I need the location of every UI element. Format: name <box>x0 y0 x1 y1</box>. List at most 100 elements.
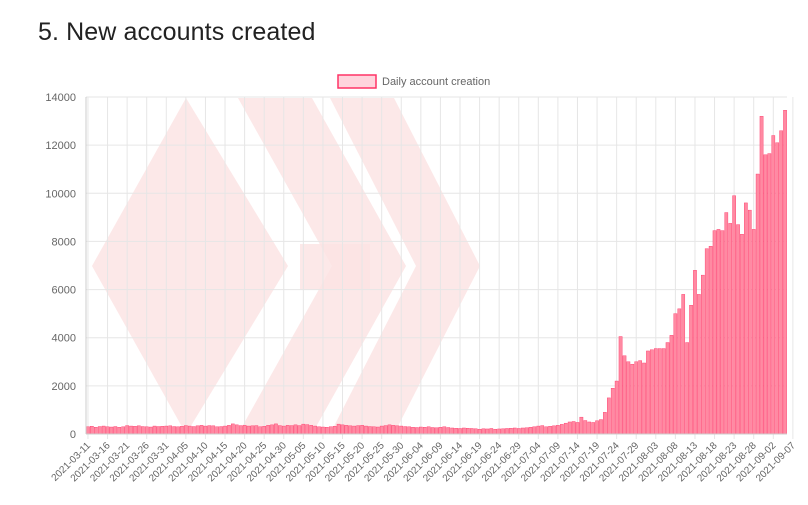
bar <box>211 425 216 435</box>
bar <box>497 428 501 435</box>
bar <box>270 424 274 435</box>
bar <box>238 425 243 435</box>
bar <box>708 246 713 435</box>
bar <box>681 294 686 435</box>
bar <box>458 428 462 435</box>
bar <box>195 425 200 435</box>
legend-swatch[interactable] <box>337 74 377 89</box>
bar <box>657 348 662 435</box>
bar <box>301 423 306 435</box>
bar <box>579 416 584 435</box>
bar <box>152 425 157 435</box>
bar <box>113 426 118 435</box>
bar <box>603 412 607 435</box>
bar <box>364 425 368 435</box>
bar <box>227 425 231 435</box>
bar <box>105 426 110 435</box>
bar <box>779 130 783 435</box>
bar <box>156 426 161 435</box>
bar <box>442 426 447 435</box>
bar <box>234 424 239 435</box>
bar <box>336 423 341 435</box>
bar <box>732 195 736 435</box>
bar <box>634 361 639 435</box>
bar <box>563 422 568 435</box>
bar <box>258 426 263 435</box>
bar <box>332 426 337 435</box>
bar <box>262 426 266 435</box>
chart-legend[interactable]: Daily account creation <box>337 74 490 89</box>
y-tick-label: 6000 <box>52 285 76 297</box>
bar <box>454 428 458 435</box>
y-tick-label: 4000 <box>52 333 76 345</box>
bar <box>552 425 556 435</box>
hive-logo-watermark <box>92 98 480 434</box>
bar <box>187 425 192 435</box>
bar <box>697 294 701 435</box>
bar <box>411 427 415 435</box>
bar <box>583 420 588 435</box>
bar <box>184 425 188 435</box>
bar <box>109 426 114 435</box>
bar <box>430 427 435 435</box>
bar <box>285 425 290 435</box>
bar <box>129 425 133 435</box>
bar <box>693 270 697 435</box>
bar <box>117 427 122 435</box>
bar <box>125 425 129 435</box>
bar <box>466 428 470 435</box>
bar <box>712 230 717 435</box>
bar <box>544 426 548 435</box>
bar <box>755 173 760 435</box>
bar <box>477 428 482 435</box>
bar <box>399 425 404 435</box>
y-tick-label: 0 <box>70 429 76 441</box>
bar <box>168 425 173 435</box>
bar <box>744 202 748 435</box>
bar <box>297 425 302 435</box>
bar <box>356 425 360 435</box>
bar <box>763 154 768 435</box>
bar <box>724 212 729 435</box>
bar <box>144 426 149 435</box>
bar <box>372 426 376 435</box>
bar <box>747 209 752 435</box>
bar <box>387 424 392 435</box>
bar <box>704 248 709 435</box>
watermark-shape <box>300 244 370 290</box>
bar <box>191 426 196 435</box>
legend-label[interactable]: Daily account creation <box>382 76 490 88</box>
bar <box>700 274 705 435</box>
bar <box>560 424 564 435</box>
bar <box>180 426 184 435</box>
bar <box>571 421 576 435</box>
bar <box>317 426 321 435</box>
bar <box>536 425 541 435</box>
bar <box>215 426 219 435</box>
bar <box>148 426 153 435</box>
bar <box>685 342 689 435</box>
bar <box>524 427 529 435</box>
bar <box>325 427 329 435</box>
bar <box>375 426 380 435</box>
bar <box>328 426 333 435</box>
bar <box>771 135 776 435</box>
bar <box>254 425 259 435</box>
bar <box>321 426 325 435</box>
bar <box>266 425 270 435</box>
bar <box>93 427 98 435</box>
watermark-shape <box>330 98 480 434</box>
bar <box>419 426 423 435</box>
bar <box>513 427 517 435</box>
bar <box>638 360 642 435</box>
bar <box>305 424 310 435</box>
bar <box>223 425 227 435</box>
bar <box>646 350 650 435</box>
bar <box>485 428 490 435</box>
bar <box>520 427 525 435</box>
bar <box>348 425 353 435</box>
bar <box>505 428 509 435</box>
bar <box>309 425 313 435</box>
bar <box>614 380 619 435</box>
bar <box>661 348 666 435</box>
